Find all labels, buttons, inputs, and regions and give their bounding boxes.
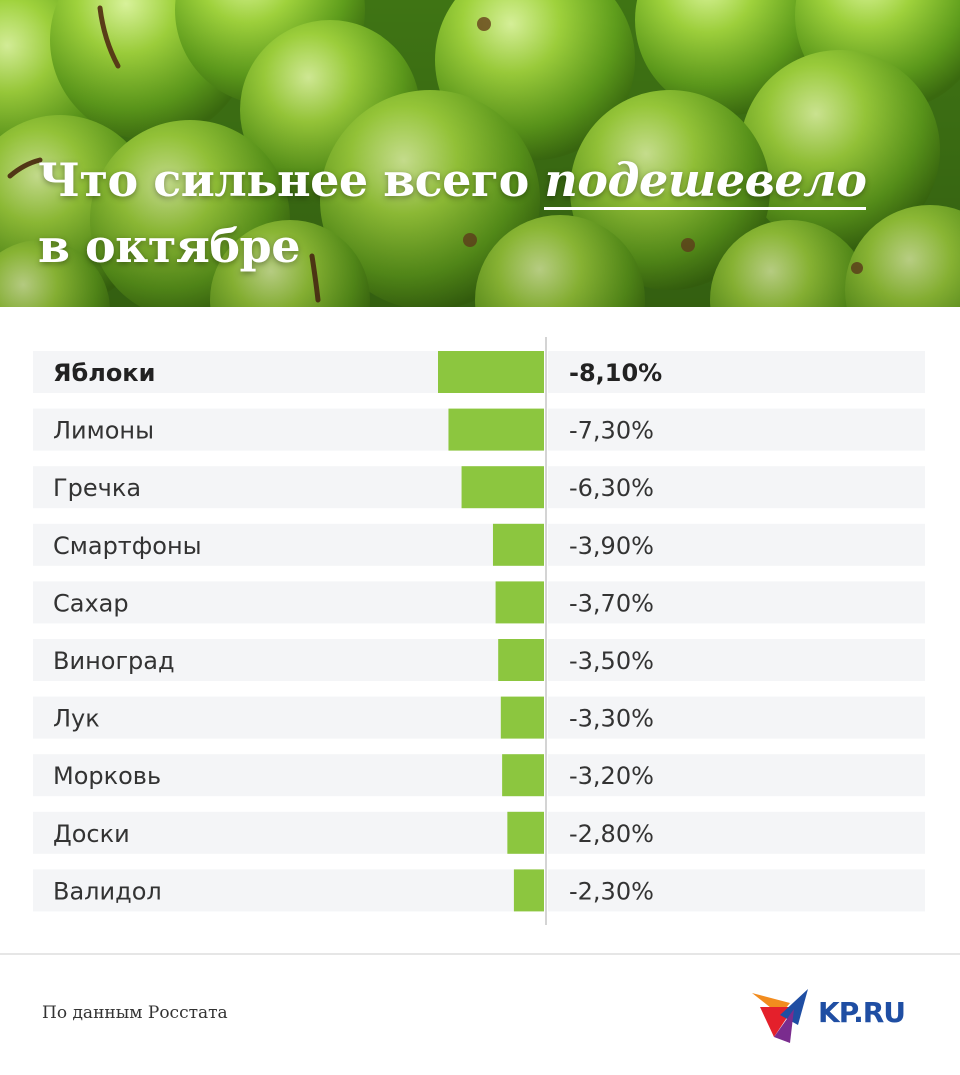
bar (502, 754, 544, 797)
category-label: Валидол (53, 877, 162, 905)
kp-bird-logo-icon (752, 989, 808, 1043)
row-background-right (548, 754, 925, 797)
title-prefix: Что сильнее всего (38, 153, 545, 207)
value-label: -2,30% (569, 877, 654, 905)
row-background-left (33, 639, 544, 681)
bar (507, 811, 544, 854)
value-label: -3,70% (569, 589, 654, 617)
chart-row: Лимоны -7,30% (33, 408, 925, 451)
row-background-left (33, 581, 544, 624)
chart-row: Яблоки -8,10% (33, 351, 925, 393)
green-apples-illustration (0, 0, 960, 307)
row-background-right (548, 466, 925, 509)
row-background-right (548, 639, 925, 681)
kp-logo-text: KP.RU (818, 996, 906, 1029)
row-background-left (33, 523, 544, 566)
bar (495, 581, 544, 624)
category-label: Сахар (53, 589, 129, 617)
row-background-left (33, 869, 544, 912)
chart-row: Сахар -3,70% (33, 581, 925, 624)
row-background-right (548, 696, 925, 739)
category-label: Морковь (53, 762, 161, 790)
title-accent: подешевело (544, 153, 867, 210)
category-label: Гречка (53, 474, 141, 502)
row-background-right (548, 811, 925, 854)
row-background-left (33, 466, 544, 509)
value-label: -3,50% (569, 647, 654, 675)
bar-chart-canvas: Яблоки -8,10% Лимоны -7,30% Гречка -6,30% Смар… (33, 337, 925, 925)
bar (461, 466, 544, 509)
chart-row: Виноград -3,50% (33, 639, 925, 681)
row-background-left (33, 811, 544, 854)
source-note: По данным Росстата (42, 1003, 228, 1023)
category-label: Виноград (53, 647, 175, 675)
row-background-right (548, 408, 925, 451)
row-background-left (33, 696, 544, 739)
chart-title-line2: в октябре (38, 219, 300, 273)
bar (500, 696, 544, 739)
bar (513, 869, 544, 912)
bar (438, 351, 544, 393)
bar (498, 639, 544, 681)
bar (492, 523, 544, 566)
category-label: Доски (53, 820, 130, 848)
chart-row: Доски -2,80% (33, 811, 925, 854)
chart-title-line1: Что сильнее всего подешевело (38, 152, 867, 210)
row-background-right (548, 869, 925, 912)
row-background-right (548, 523, 925, 566)
row-background-right (548, 351, 925, 393)
value-label: -3,20% (569, 762, 654, 790)
row-background-right (548, 581, 925, 624)
chart-row: Морковь -3,20% (33, 754, 925, 797)
chart-row: Гречка -6,30% (33, 466, 925, 509)
category-label: Смартфоны (53, 532, 202, 560)
value-label: -7,30% (569, 417, 654, 445)
chart-row: Валидол -2,30% (33, 869, 925, 912)
footer-divider (0, 953, 960, 955)
row-background-left (33, 754, 544, 797)
bar-chart: Яблоки -8,10% Лимоны -7,30% Гречка -6,30% Смар… (0, 307, 960, 947)
value-label: -3,90% (569, 532, 654, 560)
hero-image: Что сильнее всего подешевело в октябре (0, 0, 960, 307)
category-label: Яблоки (53, 359, 155, 387)
value-label: -8,10% (569, 359, 662, 387)
category-label: Лимоны (53, 417, 154, 445)
bar (448, 408, 544, 451)
value-label: -3,30% (569, 705, 654, 733)
chart-row: Смартфоны -3,90% (33, 523, 925, 566)
value-label: -2,80% (569, 820, 654, 848)
value-label: -6,30% (569, 474, 654, 502)
category-label: Лук (53, 705, 100, 733)
chart-row: Лук -3,30% (33, 696, 925, 739)
